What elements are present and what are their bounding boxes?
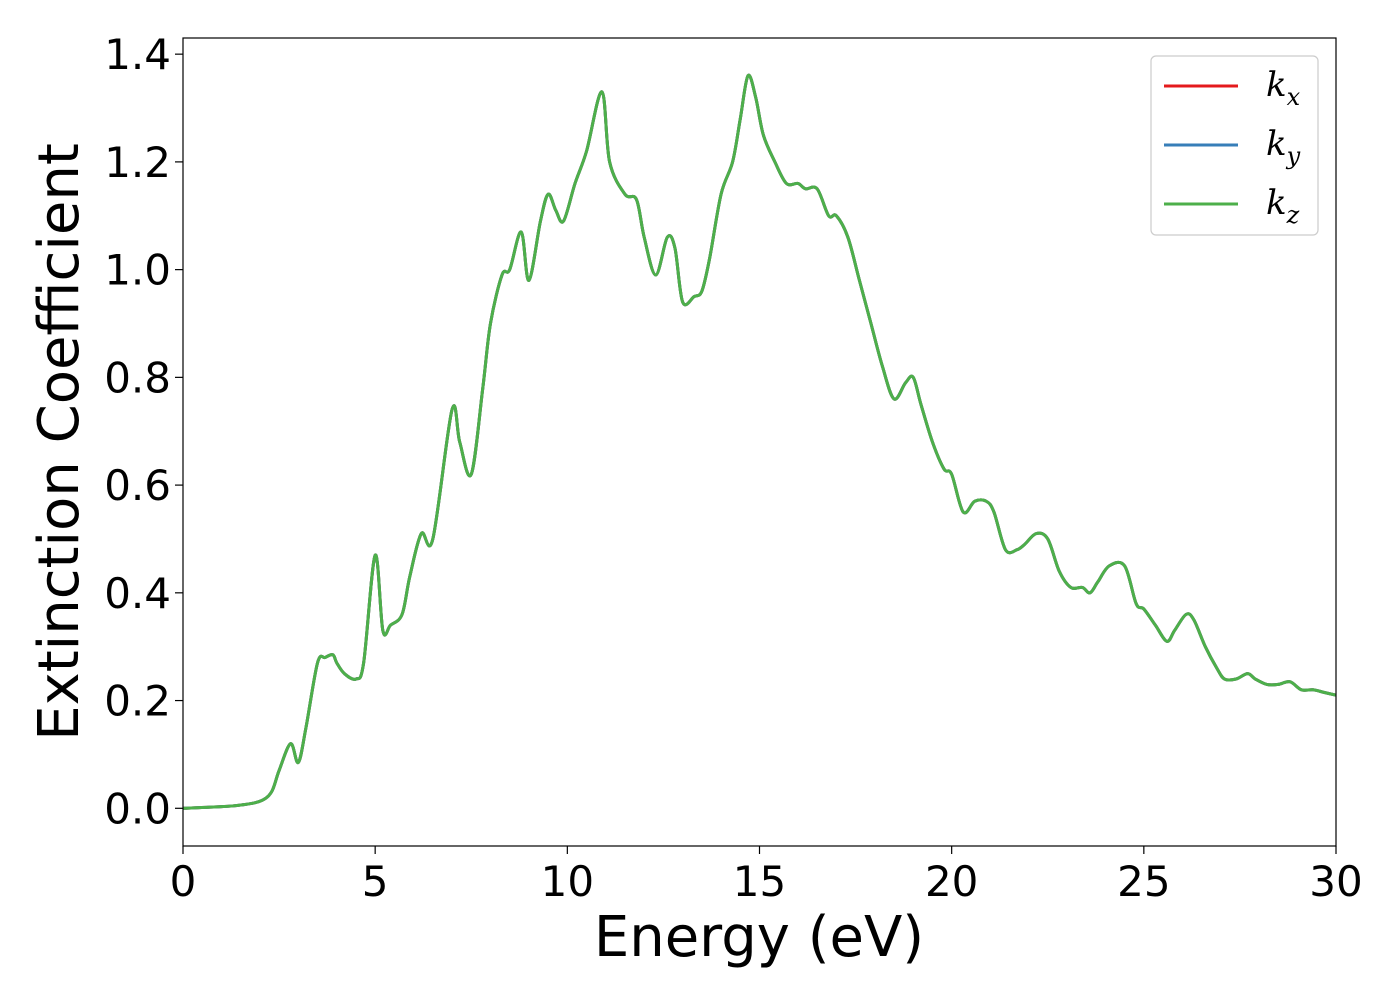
y-tick-label: 0.0 bbox=[104, 784, 171, 833]
legend-label-subscript: y bbox=[1286, 142, 1301, 170]
y-axis-title: Extinction Coefficient bbox=[27, 143, 92, 741]
x-tick-label: 20 bbox=[925, 857, 978, 906]
x-tick-label: 30 bbox=[1309, 857, 1362, 906]
legend-label-subscript: x bbox=[1287, 83, 1301, 111]
y-tick-label: 0.8 bbox=[104, 353, 171, 402]
x-tick-label: 25 bbox=[1117, 857, 1170, 906]
legend-label-kz: kz bbox=[1266, 183, 1300, 229]
y-tick-label: 1.2 bbox=[104, 138, 171, 187]
x-tick-label: 0 bbox=[170, 857, 197, 906]
legend-label-base: k bbox=[1266, 124, 1287, 164]
x-axis-title: Energy (eV) bbox=[594, 905, 924, 970]
x-tick-label: 15 bbox=[733, 857, 786, 906]
y-tick-label: 0.2 bbox=[104, 677, 171, 726]
y-tick-label: 1.4 bbox=[104, 30, 171, 79]
legend-label-kx: kx bbox=[1266, 65, 1301, 111]
legend-label-base: k bbox=[1266, 65, 1287, 105]
series-layer bbox=[183, 73, 1336, 810]
series-line-kz bbox=[183, 73, 1336, 810]
y-tick-label: 0.4 bbox=[104, 569, 171, 618]
x-tick-label: 10 bbox=[541, 857, 594, 906]
y-tick-label: 1.0 bbox=[104, 246, 171, 295]
x-tick-label: 5 bbox=[362, 857, 389, 906]
y-tick-label: 0.6 bbox=[104, 461, 171, 510]
y-axis: 0.0 0.2 0.4 0.6 0.8 1.0 1.2 1.4 bbox=[104, 30, 183, 833]
x-axis: 0 5 10 15 20 25 30 bbox=[170, 846, 1363, 906]
legend-label-base: k bbox=[1266, 183, 1287, 223]
legend-label-subscript: z bbox=[1286, 201, 1300, 229]
legend-label-ky: ky bbox=[1266, 124, 1301, 170]
